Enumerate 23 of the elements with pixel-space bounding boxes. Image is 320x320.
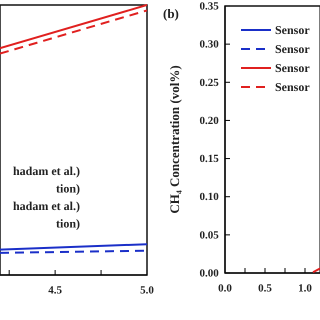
x-tick-label: 4.5 [48,284,62,296]
y-tick-label: 0.05 [199,229,220,242]
x-tick-label: 1.0 [298,282,312,294]
y-tick-label: 0.35 [199,0,220,13]
y-tick-label: 0.15 [199,153,220,166]
x-tick-label: 0.0 [218,282,232,294]
annotation: hadam et al.) [13,199,80,213]
y-tick-label: 0.20 [199,114,220,127]
legend-label: Sensor [275,42,310,56]
x-tick-label: 5.0 [140,284,154,296]
annotation: hadam et al.) [13,164,80,178]
text: (b) [163,6,179,21]
y-tick-label: 0.00 [199,268,220,280]
legend-label: Sensor [275,61,310,75]
y-tick-label: 0.30 [199,38,220,51]
y-tick-label: 0.25 [199,76,220,89]
y-axis-title: CH₄ Concentration (vol%) [167,65,182,214]
annotation: tion) [56,182,80,196]
y-tick-label: 0.10 [199,191,220,204]
legend-label: Sensor [275,23,310,37]
legend-label: Sensor [275,80,310,94]
annotation: tion) [56,216,80,230]
x-tick-label: 0.5 [258,282,272,294]
